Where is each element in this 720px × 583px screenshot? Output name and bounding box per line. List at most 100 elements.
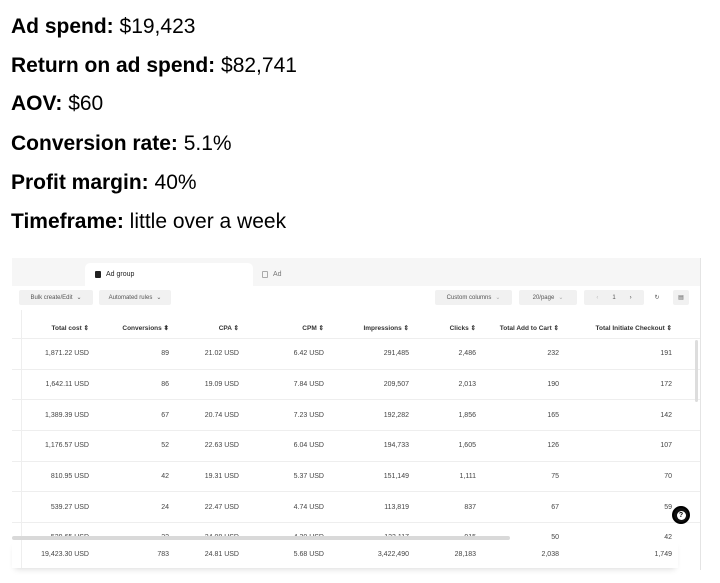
table-cell: 4.74 USD bbox=[293, 503, 324, 511]
table-cell: 126 bbox=[547, 442, 559, 450]
document-icon bbox=[262, 271, 268, 278]
prev-page-button[interactable]: ‹ bbox=[596, 294, 599, 301]
chevron-down-icon: ⌄ bbox=[558, 295, 564, 301]
column-header[interactable]: CPM ⇕ bbox=[302, 325, 324, 332]
table-row[interactable]: 1,642.11 USD 86 19.09 USD 7.84 USD 209,507 2,… bbox=[12, 368, 700, 400]
table-cell: 6.04 USD bbox=[293, 442, 324, 450]
column-header[interactable]: CPA ⇕ bbox=[218, 325, 239, 332]
table-body: 1,871.22 USD 89 21.02 USD 6.42 USD 291,485 2,… bbox=[12, 338, 700, 553]
table-cell: 6.42 USD bbox=[293, 350, 324, 358]
table-cell: 59 bbox=[664, 503, 672, 511]
table-cell: 539.27 USD bbox=[50, 503, 89, 511]
stat-line: Return on ad spend: $82,741 bbox=[11, 54, 297, 78]
table-cell: 42 bbox=[664, 534, 672, 542]
stat-value: 40% bbox=[154, 171, 197, 194]
column-header[interactable]: Total Initiate Checkout ⇕ bbox=[595, 325, 672, 332]
table-row[interactable]: 1,389.39 USD 67 20.74 USD 7.23 USD 192,282 1,… bbox=[12, 399, 700, 430]
chevron-down-icon: ⌄ bbox=[495, 295, 501, 301]
table-row[interactable]: 1,176.57 USD 52 22.63 USD 6.04 USD 194,733 1,… bbox=[12, 430, 700, 461]
help-button[interactable]: ? bbox=[672, 506, 690, 524]
column-header[interactable]: Clicks ⇕ bbox=[449, 325, 476, 332]
next-page-button[interactable]: › bbox=[629, 294, 632, 301]
table-cell: 24 bbox=[161, 503, 169, 511]
page-size-dropdown[interactable]: 20/page ⌄ bbox=[519, 290, 577, 305]
table-cell: 7.23 USD bbox=[293, 411, 324, 419]
table-cell: 232 bbox=[547, 350, 559, 358]
table-cell: 2,013 bbox=[458, 381, 476, 389]
table-cell: 1,111 bbox=[459, 473, 476, 481]
total-cell: 19,423.30 USD bbox=[41, 550, 89, 558]
tab-ad-group[interactable]: Ad group bbox=[85, 263, 253, 286]
table-cell: 1,176.57 USD bbox=[45, 442, 89, 450]
table-cell: 89 bbox=[161, 350, 169, 358]
stat-line: Conversion rate: 5.1% bbox=[11, 132, 232, 156]
total-cell: 24.81 USD bbox=[204, 550, 239, 558]
stat-line: Ad spend: $19,423 bbox=[11, 15, 195, 39]
table-cell: 151,149 bbox=[383, 473, 409, 481]
table-cell: 810.95 USD bbox=[50, 473, 89, 481]
table-cell: 113,819 bbox=[384, 503, 409, 511]
stat-line: Profit margin: 40% bbox=[11, 171, 197, 195]
tab-ad[interactable]: Ad bbox=[252, 263, 282, 286]
table-cell: 67 bbox=[551, 503, 559, 511]
column-header[interactable]: Impressions ⇕ bbox=[363, 325, 409, 332]
total-cell: 1,749 bbox=[654, 550, 672, 558]
total-cell: 3,422,490 bbox=[377, 550, 409, 558]
column-header[interactable]: Conversions ⬍ bbox=[122, 325, 169, 332]
tab-bar: Ad group Ad bbox=[12, 258, 700, 286]
table-cell: 2,486 bbox=[458, 350, 476, 358]
table-cell: 1,856 bbox=[458, 411, 476, 419]
export-icon[interactable]: ▤ bbox=[673, 290, 689, 305]
total-cell: 5.68 USD bbox=[293, 550, 324, 558]
stat-label: Ad spend: bbox=[11, 15, 114, 38]
table-cell: 22.47 USD bbox=[204, 503, 239, 511]
table-cell: 172 bbox=[660, 381, 672, 389]
bulk-create-edit-dropdown[interactable]: Bulk create/Edit ⌄ bbox=[19, 290, 93, 305]
table-row[interactable]: 539.27 USD 24 22.47 USD 4.74 USD 113,819 837 6… bbox=[12, 491, 700, 522]
table-cell: 1,605 bbox=[458, 442, 476, 450]
table-row[interactable]: 1,871.22 USD 89 21.02 USD 6.42 USD 291,485 2,… bbox=[12, 338, 700, 369]
table-cell: 837 bbox=[464, 503, 476, 511]
column-header[interactable]: Total cost ⇕ bbox=[51, 325, 89, 332]
table-row[interactable]: 810.95 USD 42 19.31 USD 5.37 USD 151,149 1,11… bbox=[12, 460, 700, 492]
stat-label: AOV: bbox=[11, 92, 63, 115]
refresh-icon[interactable]: ↻ bbox=[654, 295, 660, 301]
table-cell: 142 bbox=[660, 411, 672, 419]
ads-manager-screenshot: Ad group Ad Bulk create/Edit ⌄ Automated … bbox=[12, 258, 701, 570]
automated-rules-dropdown[interactable]: Automated rules ⌄ bbox=[99, 290, 171, 305]
column-header[interactable]: Total Add to Cart ⇕ bbox=[499, 325, 559, 332]
table-cell: 67 bbox=[161, 411, 169, 419]
chevron-down-icon: ⌄ bbox=[156, 295, 162, 301]
table-cell: 7.84 USD bbox=[293, 381, 324, 389]
stat-line: Timeframe: little over a week bbox=[11, 210, 286, 234]
table-total-row: 19,423.30 USD 783 24.81 USD 5.68 USD 3,422,4… bbox=[12, 540, 678, 568]
table-cell: 20.74 USD bbox=[204, 411, 239, 419]
table-cell: 21.02 USD bbox=[204, 350, 239, 358]
folder-icon bbox=[95, 271, 101, 278]
horizontal-scrollbar[interactable] bbox=[12, 536, 510, 540]
table-cell: 190 bbox=[547, 381, 559, 389]
stat-value: $82,741 bbox=[221, 54, 297, 77]
stat-line: AOV: $60 bbox=[11, 92, 103, 116]
table-cell: 19.09 USD bbox=[204, 381, 239, 389]
table-cell: 194,733 bbox=[383, 442, 409, 450]
table-cell: 86 bbox=[161, 381, 169, 389]
table-cell: 50 bbox=[551, 534, 559, 542]
table-cell: 291,485 bbox=[383, 350, 409, 358]
divider bbox=[21, 310, 22, 568]
table-header: Total cost ⇕ Conversions ⬍ CPA ⇕ CPM ⇕ Impre… bbox=[12, 318, 678, 338]
vertical-scrollbar[interactable] bbox=[695, 340, 698, 402]
table-cell: 19.31 USD bbox=[204, 473, 239, 481]
table-cell: 192,282 bbox=[383, 411, 409, 419]
custom-columns-dropdown[interactable]: Custom columns ⌄ bbox=[435, 290, 512, 305]
chevron-down-icon: ⌄ bbox=[76, 295, 82, 301]
stat-value: $19,423 bbox=[119, 15, 196, 38]
total-cell: 2,038 bbox=[541, 550, 559, 558]
table-cell: 52 bbox=[161, 442, 169, 450]
total-cell: 28,183 bbox=[454, 550, 476, 558]
table-cell: 1,642.11 USD bbox=[45, 381, 89, 389]
table-cell: 107 bbox=[660, 442, 672, 450]
stat-label: Timeframe: bbox=[11, 210, 124, 233]
stat-label: Return on ad spend: bbox=[11, 54, 216, 77]
stat-value: 5.1% bbox=[183, 132, 232, 155]
